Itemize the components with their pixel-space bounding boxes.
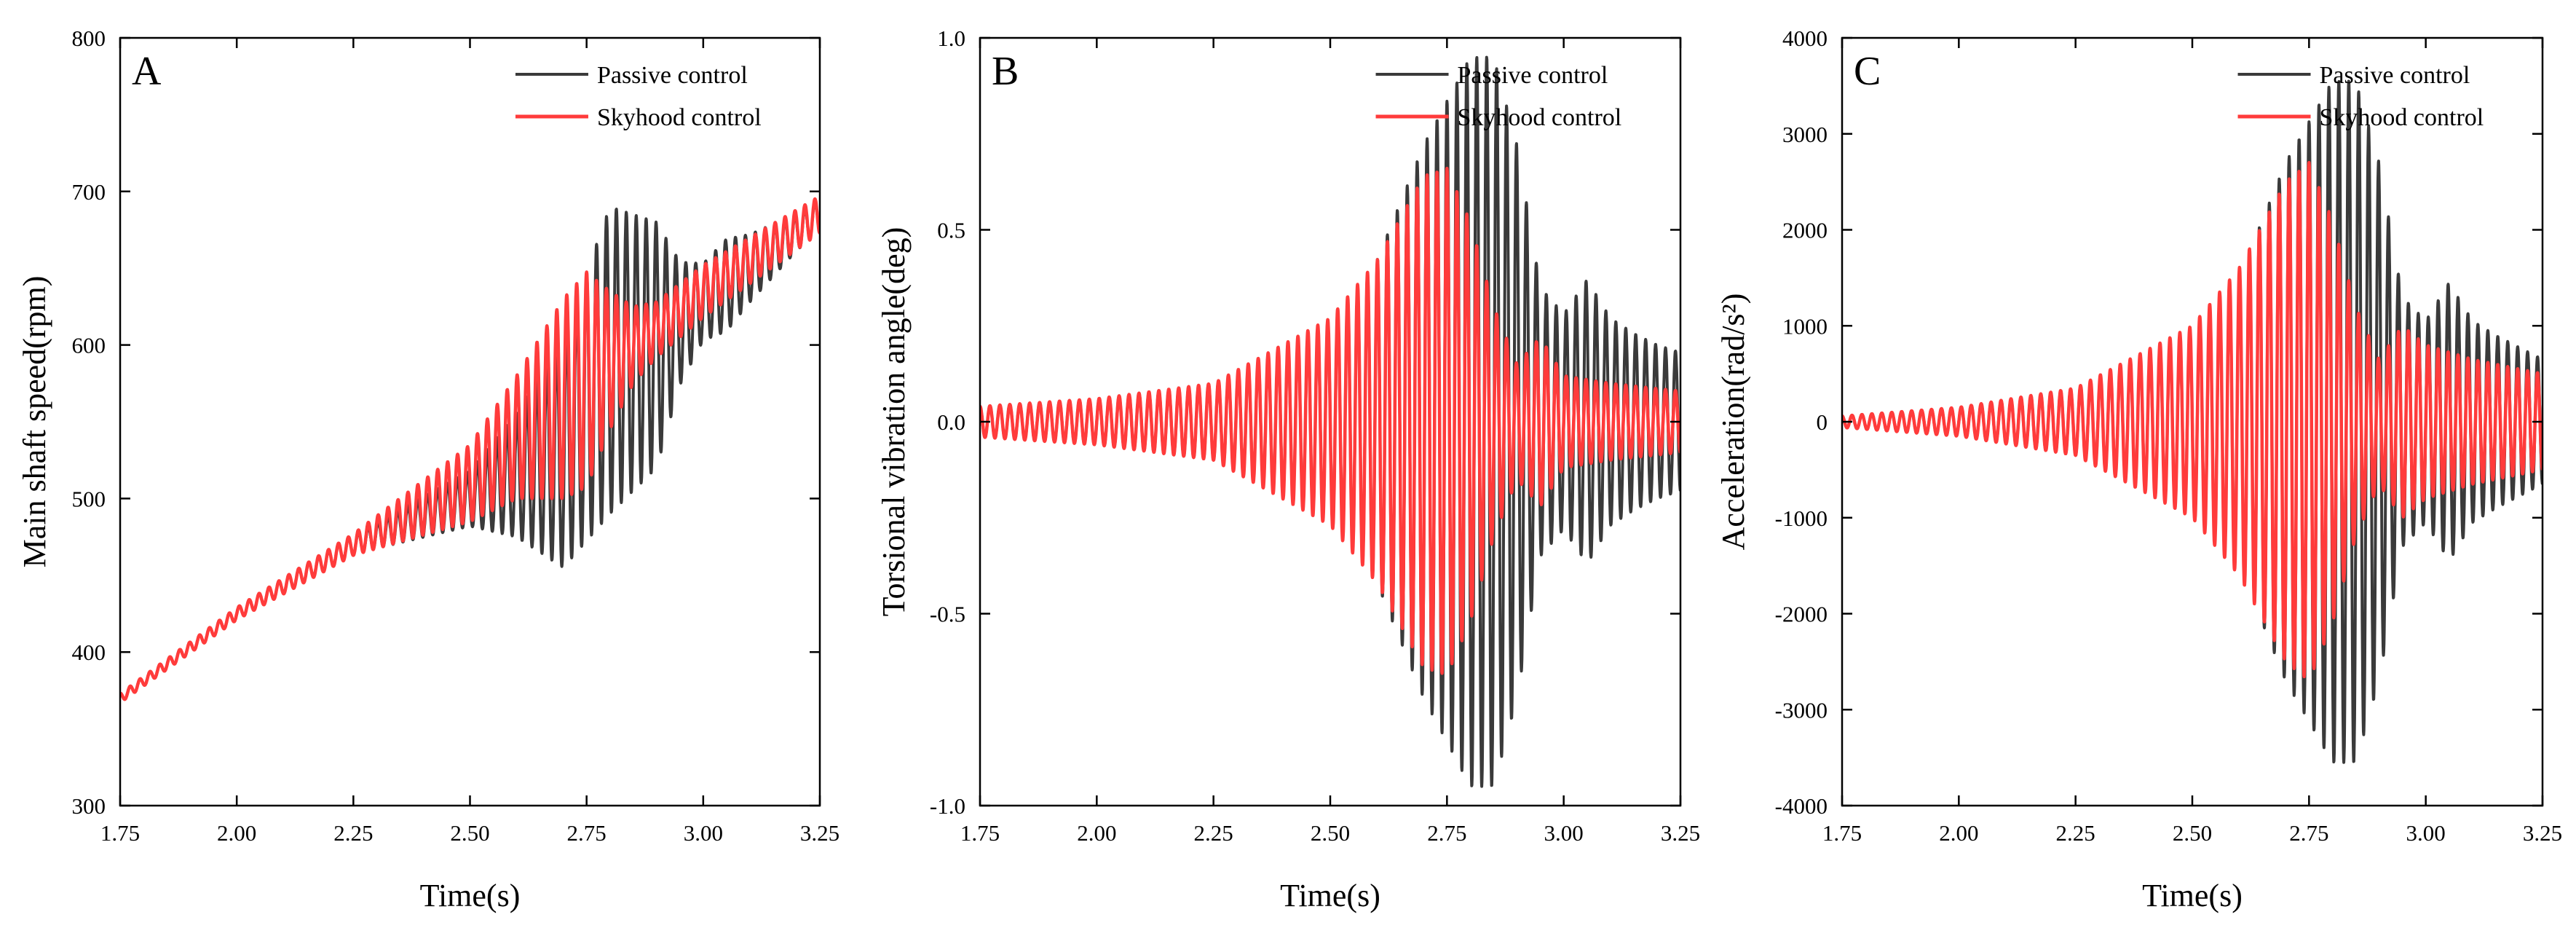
y-axis-title: Acceleration(rad/s²) — [1715, 294, 1751, 551]
legend: Passive control Skyhood control — [2237, 62, 2484, 131]
panel-letter: C — [1854, 49, 1881, 94]
x-tick-label: 3.25 — [1661, 820, 1700, 846]
y-tick-label: 1000 — [1782, 313, 1828, 339]
x-tick-label: 2.75 — [567, 820, 607, 846]
panel-letter: A — [132, 49, 162, 94]
x-tick-label: 3.00 — [2406, 820, 2446, 846]
x-axis-title: Time(s) — [2142, 878, 2243, 913]
plot-area — [980, 55, 1680, 788]
y-tick-label: 800 — [72, 25, 106, 51]
y-tick-label: -2000 — [1775, 602, 1828, 627]
y-tick-label: 0.5 — [937, 218, 965, 243]
legend-label-passive-control: Passive control — [597, 62, 748, 89]
x-tick-label: 3.25 — [800, 820, 839, 846]
panel-letter: B — [992, 49, 1019, 94]
legend-label-skyhood-control: Skyhood control — [597, 104, 762, 131]
x-tick-label: 1.75 — [1822, 820, 1862, 846]
x-tick-label: 2.50 — [450, 820, 489, 846]
y-tick-label: -4000 — [1775, 793, 1828, 819]
x-tick-label: 2.25 — [2056, 820, 2095, 846]
y-tick-label: 4000 — [1782, 25, 1828, 51]
y-tick-label: 2000 — [1782, 218, 1828, 243]
y-tick-label: -1.0 — [930, 793, 965, 819]
legend-label-skyhood-control: Skyhood control — [2320, 104, 2484, 131]
y-tick-label: 600 — [72, 333, 106, 358]
series-line-skyhood-control — [120, 197, 820, 701]
plot-area — [120, 197, 820, 701]
y-tick-label: 3000 — [1782, 122, 1828, 147]
x-axis-title: Time(s) — [1280, 878, 1380, 913]
panel-c: 1.75 2.00 2.25 2.50 2.75 3.00 3.25 -4000 -3000 -2… — [1715, 25, 2562, 913]
legend-label-skyhood-control: Skyhood control — [1458, 104, 1622, 131]
legend-label-passive-control: Passive control — [1458, 62, 1608, 89]
y-axis-title: Main shaft speed(rpm) — [17, 276, 52, 568]
x-tick-label: 1.75 — [960, 820, 1000, 846]
x-tick-label: 2.50 — [2173, 820, 2212, 846]
y-tick-label: -1000 — [1775, 506, 1828, 531]
y-tick-label: 300 — [72, 793, 106, 819]
x-tick-label: 3.00 — [1544, 820, 1584, 846]
x-axis-title: Time(s) — [420, 878, 521, 913]
x-tick-label: 2.25 — [333, 820, 373, 846]
legend-label-passive-control: Passive control — [2320, 62, 2470, 89]
y-tick-label: 0.0 — [937, 409, 965, 435]
x-tick-label: 3.00 — [684, 820, 723, 846]
x-tick-label: 2.75 — [1427, 820, 1466, 846]
legend: Passive control Skyhood control — [1375, 62, 1622, 131]
series-line-skyhood-control — [980, 166, 1680, 675]
x-tick-label: 2.25 — [1194, 820, 1233, 846]
y-tick-label: 500 — [72, 486, 106, 511]
y-tick-label: 0 — [1817, 409, 1828, 435]
x-tick-label: 2.00 — [1077, 820, 1116, 846]
series-line-skyhood-control — [1842, 161, 2543, 679]
plot-frame — [119, 36, 821, 807]
x-tick-label: 1.75 — [100, 820, 140, 846]
x-tick-label: 2.50 — [1311, 820, 1350, 846]
panel-a: 1.75 2.00 2.25 2.50 2.75 3.00 3.25 300 400 500 600… — [17, 25, 839, 913]
x-tick-label: 2.00 — [1939, 820, 1978, 846]
y-tick-label: -3000 — [1775, 697, 1828, 723]
legend: Passive control Skyhood control — [515, 62, 762, 131]
y-tick-label: 400 — [72, 640, 106, 665]
x-tick-label: 2.00 — [217, 820, 256, 846]
plot-area — [1842, 79, 2543, 764]
x-tick-label: 2.75 — [2289, 820, 2328, 846]
y-tick-label: 1.0 — [937, 25, 965, 51]
y-tick-label: -0.5 — [930, 602, 965, 627]
panel-b: 1.75 2.00 2.25 2.50 2.75 3.00 3.25 -1.0 -0.5 0.0 0… — [876, 25, 1700, 913]
y-tick-label: 700 — [72, 179, 106, 205]
x-tick-label: 3.25 — [2523, 820, 2562, 846]
y-axis-title: Torsional vibration angle(deg) — [876, 227, 912, 617]
